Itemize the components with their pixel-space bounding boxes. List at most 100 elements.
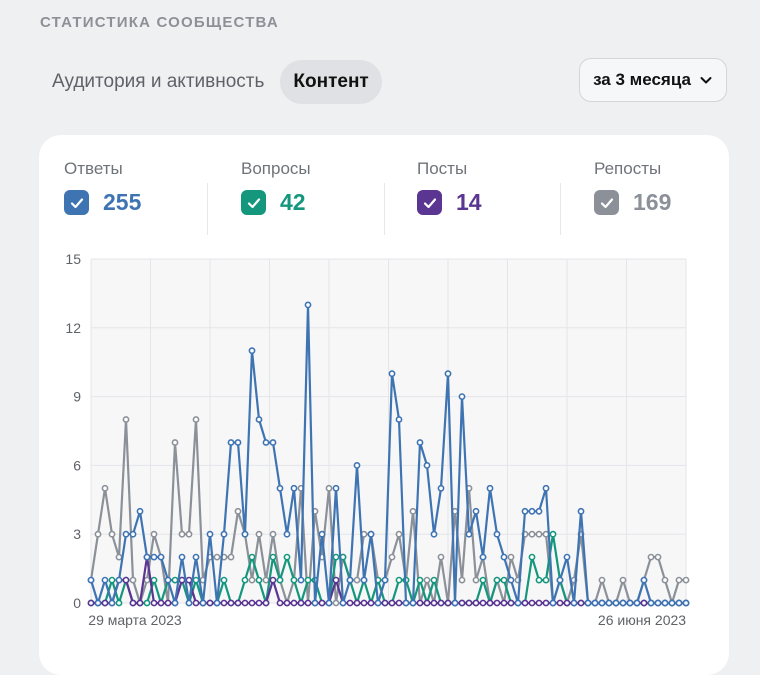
y-tick-label: 9	[73, 389, 81, 405]
y-tick-label: 15	[65, 251, 81, 267]
checkbox-reposts-icon[interactable]	[594, 190, 619, 215]
data-point	[269, 576, 277, 584]
data-point	[206, 599, 214, 607]
data-point	[654, 599, 662, 607]
period-select[interactable]: за 3 месяца	[579, 58, 727, 102]
data-point	[262, 576, 270, 584]
data-point	[479, 599, 487, 607]
data-point	[437, 599, 445, 607]
data-point	[143, 599, 151, 607]
data-point	[241, 599, 249, 607]
data-point	[164, 599, 172, 607]
data-point	[563, 599, 571, 607]
data-point	[94, 530, 102, 538]
data-point	[458, 393, 466, 400]
data-point	[395, 530, 403, 538]
checkbox-answers-icon[interactable]	[64, 190, 89, 215]
data-point	[479, 553, 487, 561]
data-point	[500, 553, 508, 561]
data-point	[143, 553, 151, 561]
data-point	[276, 484, 284, 492]
data-point	[129, 530, 137, 538]
data-point	[675, 599, 683, 607]
data-point	[297, 576, 305, 584]
data-point	[535, 576, 543, 584]
data-point	[661, 599, 669, 607]
data-point	[234, 599, 242, 607]
data-point	[556, 576, 564, 584]
tab-content[interactable]: Контент	[280, 60, 382, 104]
data-point	[101, 599, 109, 607]
data-point	[318, 599, 326, 607]
data-point	[388, 553, 396, 561]
tab-audience-activity[interactable]: Аудитория и активность	[52, 71, 265, 92]
data-point	[220, 530, 228, 538]
data-point	[185, 576, 193, 584]
data-point	[262, 599, 270, 607]
data-point	[423, 461, 431, 469]
data-point	[668, 599, 676, 607]
data-point	[493, 576, 501, 584]
data-point	[682, 599, 690, 607]
data-point	[122, 416, 130, 423]
data-point	[542, 599, 550, 607]
data-point	[353, 461, 361, 469]
data-point	[549, 599, 557, 607]
data-point	[430, 530, 438, 538]
data-point	[381, 599, 389, 607]
data-point	[255, 416, 263, 423]
tabs: Аудитория и активность Контент	[40, 60, 382, 104]
checkbox-questions-icon[interactable]	[241, 190, 266, 215]
data-point	[276, 576, 284, 584]
data-point	[458, 599, 466, 607]
data-point	[227, 439, 235, 446]
checkbox-posts-icon[interactable]	[417, 190, 442, 215]
data-point	[276, 599, 284, 607]
x-label-start: 29 марта 2023	[88, 612, 182, 628]
data-point	[248, 576, 256, 584]
data-point	[339, 599, 347, 607]
data-point	[416, 439, 424, 446]
data-point	[633, 599, 641, 607]
data-point	[332, 576, 340, 584]
data-point	[507, 599, 515, 607]
data-point	[290, 484, 298, 492]
data-point	[269, 439, 277, 446]
data-point	[283, 530, 291, 538]
data-point	[605, 599, 613, 607]
data-point	[304, 599, 312, 607]
data-point	[150, 599, 158, 607]
data-point	[129, 576, 137, 584]
data-point	[360, 599, 368, 607]
data-point	[115, 576, 123, 584]
data-point	[241, 530, 249, 538]
data-point	[528, 599, 536, 607]
stat-value-posts: 14	[456, 189, 482, 215]
data-point	[388, 599, 396, 607]
data-point	[143, 576, 151, 584]
data-point	[395, 576, 403, 584]
data-point	[577, 599, 585, 607]
data-point	[171, 576, 179, 584]
data-point	[87, 576, 95, 584]
data-point	[185, 599, 193, 607]
stat-value-questions: 42	[280, 189, 306, 215]
data-point	[122, 576, 130, 584]
data-point	[598, 576, 606, 584]
data-point	[500, 576, 508, 584]
data-point	[157, 553, 165, 561]
data-point	[535, 507, 543, 515]
data-point	[360, 576, 368, 584]
data-point	[437, 553, 445, 561]
data-point	[528, 507, 536, 515]
data-point	[311, 599, 319, 607]
data-point	[619, 599, 627, 607]
data-point	[675, 576, 683, 584]
data-point	[472, 599, 480, 607]
data-point	[178, 576, 186, 584]
stat-value-answers: 255	[103, 189, 142, 215]
data-point	[108, 576, 116, 584]
data-point	[458, 576, 466, 584]
data-point	[437, 484, 445, 492]
data-point	[164, 576, 172, 584]
